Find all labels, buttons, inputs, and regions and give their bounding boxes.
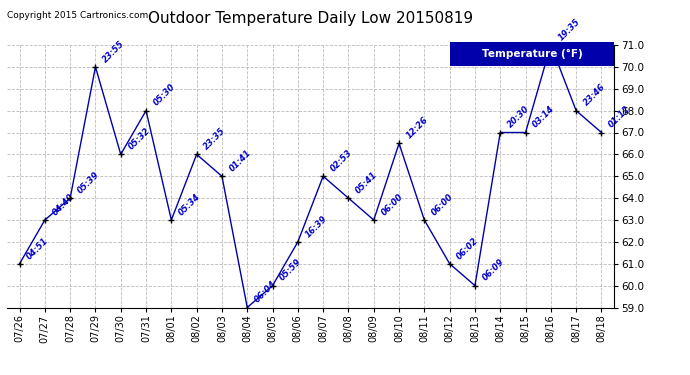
Text: 05:34: 05:34 [177,192,202,217]
Text: 16:39: 16:39 [304,214,328,239]
Text: 01:41: 01:41 [228,148,253,174]
Text: Copyright 2015 Cartronics.com: Copyright 2015 Cartronics.com [7,11,148,20]
Text: 05:32: 05:32 [126,126,152,152]
Text: 23:46: 23:46 [582,82,607,108]
Text: 02:53: 02:53 [328,148,354,174]
Text: 20:30: 20:30 [506,104,531,130]
Text: 06:00: 06:00 [430,192,455,217]
Text: 05:59: 05:59 [278,258,304,283]
Text: Outdoor Temperature Daily Low 20150819: Outdoor Temperature Daily Low 20150819 [148,11,473,26]
Text: 12:26: 12:26 [404,115,430,141]
Text: 23:55: 23:55 [101,39,126,64]
Text: 04:40: 04:40 [50,192,76,217]
Text: 03:14: 03:14 [531,104,556,130]
Text: 06:00: 06:00 [380,192,404,217]
Text: 01:12: 01:12 [607,104,632,130]
Text: 19:35: 19:35 [556,17,582,42]
Text: 04:51: 04:51 [25,236,50,261]
Text: 05:39: 05:39 [76,170,101,195]
Text: 06:04: 06:04 [253,279,278,305]
Text: 05:41: 05:41 [354,170,380,195]
Text: 05:30: 05:30 [152,82,177,108]
Text: 23:35: 23:35 [202,126,228,152]
Text: 06:09: 06:09 [480,258,506,283]
Text: 06:02: 06:02 [455,236,480,261]
